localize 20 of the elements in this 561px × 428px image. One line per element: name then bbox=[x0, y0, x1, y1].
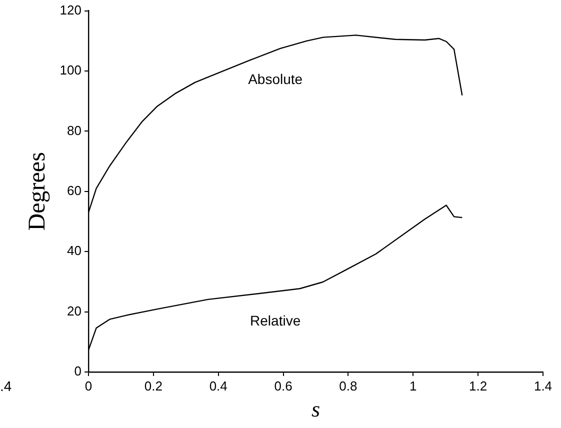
x-tick-label: 0.2 bbox=[144, 378, 162, 394]
series-label: Absolute bbox=[248, 71, 303, 88]
y-tick-label: 80 bbox=[67, 122, 82, 138]
x-tick-label: 0.8 bbox=[339, 378, 358, 394]
x-tick-label: 0 bbox=[84, 378, 92, 394]
y-tick-label: 0 bbox=[74, 364, 82, 379]
x-axis-title: s bbox=[311, 396, 320, 422]
x-tick-label: 0.4 bbox=[209, 378, 228, 394]
text: .4 bbox=[0, 378, 12, 394]
x-tick-label: 1 bbox=[410, 378, 417, 394]
x-tick-label: 1.4 bbox=[534, 378, 552, 394]
y-tick-label: 120 bbox=[60, 2, 82, 18]
series-label: Relative bbox=[250, 312, 301, 328]
y-tick-label: 100 bbox=[60, 62, 82, 78]
x-tick-label: 1.2 bbox=[469, 378, 488, 394]
x-tick-label: 0.6 bbox=[274, 378, 292, 394]
y-tick-label: 40 bbox=[67, 243, 82, 258]
y-axis-title: Degrees bbox=[24, 152, 51, 231]
y-tick-label: 60 bbox=[67, 182, 82, 198]
y-tick-label: 20 bbox=[67, 303, 82, 318]
